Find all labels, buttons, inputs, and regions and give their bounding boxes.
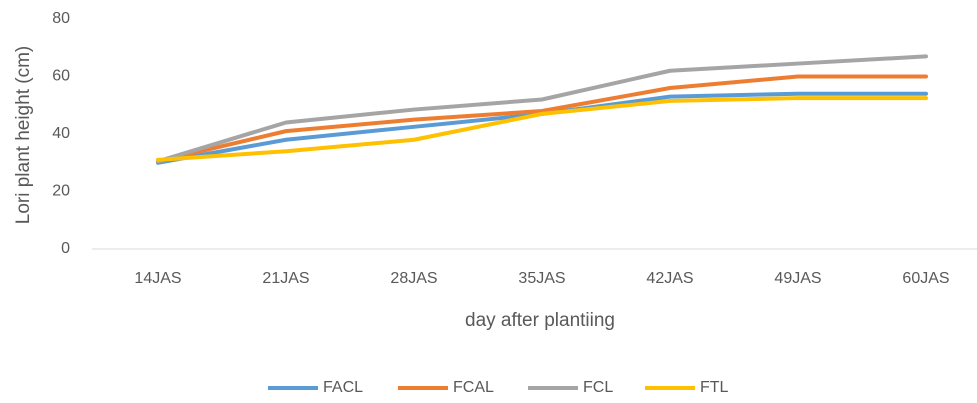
x-tick-label: 21JAS [262, 270, 309, 287]
y-axis-title: Lori plant height (cm) [13, 46, 34, 224]
series-line [156, 74, 928, 164]
x-tick-label: 49JAS [774, 270, 821, 287]
x-axis-title: day after plantiing [465, 310, 615, 331]
y-tick-label: 40 [52, 125, 70, 142]
x-tick-label: 42JAS [646, 270, 693, 287]
y-tick-label: 0 [61, 240, 70, 257]
y-tick-label: 60 [52, 68, 70, 85]
legend-label: FTL [700, 379, 729, 396]
x-tick-label: 35JAS [518, 270, 565, 287]
series-line [156, 54, 928, 164]
legend-label: FCAL [453, 379, 494, 396]
x-tick-label: 60JAS [902, 270, 949, 287]
x-tick-label: 14JAS [134, 270, 181, 287]
legend-label: FCL [583, 379, 613, 396]
x-tick-label: 28JAS [390, 270, 437, 287]
legend-label: FACL [323, 379, 363, 396]
y-tick-label: 20 [52, 183, 70, 200]
y-tick-label: 80 [52, 10, 70, 27]
series-line [156, 96, 928, 162]
